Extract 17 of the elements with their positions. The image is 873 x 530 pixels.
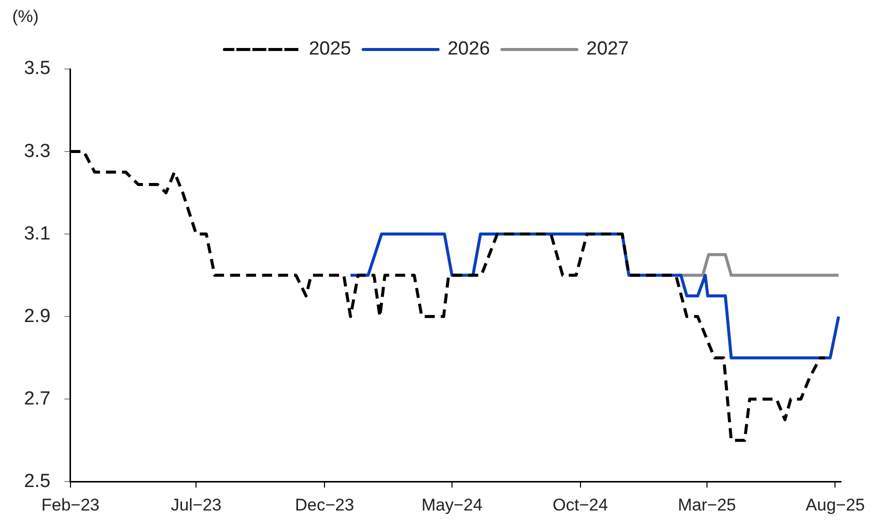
- x-tick-label: Oct−24: [552, 495, 608, 514]
- y-tick-label: 2.5: [24, 470, 50, 492]
- legend-label: 2027: [586, 38, 629, 60]
- x-tick-label: Jul−23: [170, 495, 222, 514]
- x-tick-label: Feb−23: [41, 495, 100, 514]
- y-tick-label: 3.5: [24, 58, 50, 80]
- x-tick-label: Dec−23: [294, 495, 354, 514]
- y-tick-label: 3.3: [24, 140, 50, 162]
- x-tick-label: Mar−25: [678, 495, 736, 514]
- x-tick-label: Aug−25: [806, 495, 865, 514]
- legend-label: 2025: [308, 38, 352, 60]
- y-tick-label: 2.9: [24, 306, 50, 327]
- x-tick-label: May−24: [422, 495, 482, 514]
- y-axis-title: (%): [12, 7, 39, 26]
- y-tick-label: 3.1: [24, 223, 50, 244]
- legend-label: 2026: [448, 38, 490, 60]
- y-tick-label: 2.7: [24, 388, 50, 410]
